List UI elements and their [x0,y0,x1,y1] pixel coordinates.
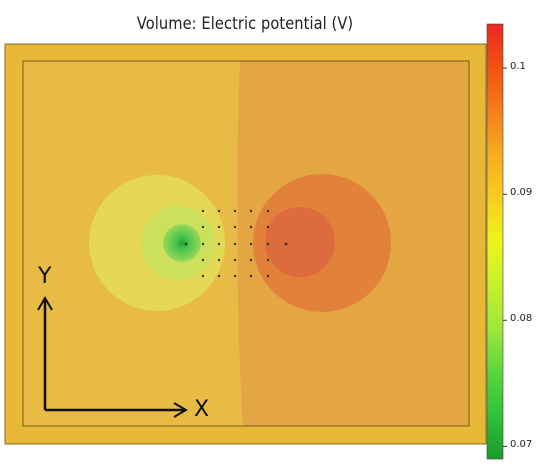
electrode-point [233,274,237,278]
electrode-point [233,209,237,213]
electrode-point [266,258,270,262]
electrode-point [266,209,270,213]
electrode-point [233,242,237,246]
electrode-center-point [284,242,288,246]
colorbar-tick-label: 0.1 [510,61,526,73]
electrode-point [201,258,205,262]
colorbar-ticks [503,67,507,447]
plot-title: Volume: Electric potential (V) [136,14,354,34]
axes-triad [37,296,188,418]
electrode-point [201,209,205,213]
electrode-center-point [184,242,188,246]
electrode-point [249,225,253,229]
electrode-point [233,225,237,229]
electrode-point [201,225,205,229]
inner-border [22,60,470,427]
electrode-point [217,209,221,213]
electrode-point [249,209,253,213]
x-arrowhead [173,402,188,418]
electrode-point [266,274,270,278]
electrode-point [201,274,205,278]
colorbar-tick-label: 0.09 [510,187,533,199]
electrode-point [217,225,221,229]
y-arrowhead [37,296,53,311]
colorbar-tick-label: 0.07 [510,439,533,451]
electrode-point [266,225,270,229]
electrode-point [249,242,253,246]
electrode-point [249,258,253,262]
y-axis-label: Y [38,264,52,289]
electrode-point [249,274,253,278]
electrode-point [266,242,270,246]
electrode-point [233,258,237,262]
electrode-points [184,209,288,278]
electrode-point [217,242,221,246]
x-axis-label: X [194,397,210,422]
colorbar-tick-label: 0.08 [510,313,533,325]
electrode-point [201,242,205,246]
electrode-point [217,274,221,278]
left-bubble-inner [163,224,201,262]
right-bubble-inner [265,207,335,277]
colorbar [486,23,504,460]
electrode-point [217,258,221,262]
